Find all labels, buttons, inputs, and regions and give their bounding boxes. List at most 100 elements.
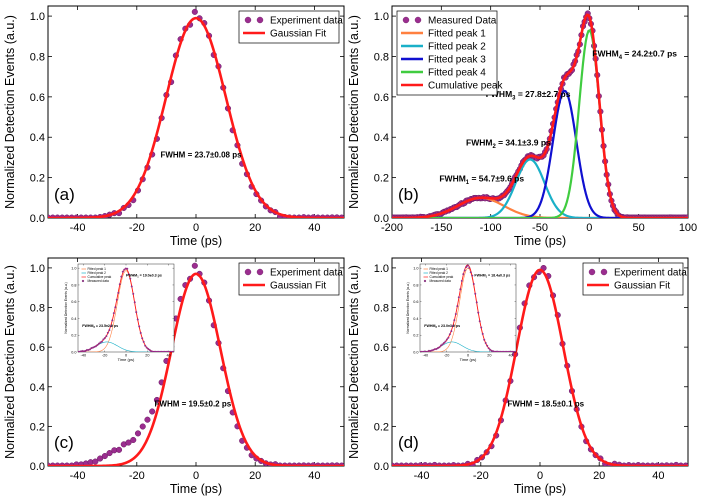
y-tick-label: 0.4 xyxy=(30,132,45,144)
series-line-gaussian-fit xyxy=(392,268,688,466)
data-point xyxy=(101,453,108,460)
x-tick-label: 20 xyxy=(593,470,605,482)
y-axis-label: Normalized Detection Events (a.u.) xyxy=(406,282,410,333)
data-point xyxy=(456,305,459,308)
legend-entry: Experiment data xyxy=(614,268,687,279)
data-point xyxy=(453,319,456,322)
data-point xyxy=(460,279,463,282)
data-point xyxy=(472,283,475,285)
panel-label: (d) xyxy=(398,433,419,452)
data-point xyxy=(130,285,133,288)
chart-panel-1: -40 -20 0 20 40 0.0 0.2 0.4 0.6 0.8 1.0 Time (ps) No… xyxy=(3,5,345,248)
y-tick-label: 0.8 xyxy=(374,51,389,63)
y-tick-label: 0.2 xyxy=(374,173,389,185)
legend-entry: Gaussian Fit xyxy=(270,281,326,292)
fwhm-annotation: FWHM1 = 54.7±9.6 ps xyxy=(439,174,524,187)
data-point xyxy=(106,450,113,457)
x-tick-label: 0 xyxy=(193,222,199,234)
data-point xyxy=(123,268,126,271)
x-axis-label: Time (ps) xyxy=(460,357,477,362)
data-point xyxy=(444,340,447,343)
data-point xyxy=(463,269,466,272)
data-point xyxy=(465,266,468,269)
data-point xyxy=(117,291,120,294)
data-point xyxy=(481,332,484,335)
y-tick-label: 0.0 xyxy=(374,213,389,225)
x-tick-label: 40 xyxy=(308,470,320,482)
y-tick-label: 0.4 xyxy=(374,132,389,144)
y-tick-label: 1.0 xyxy=(30,11,45,23)
legend-box xyxy=(396,10,498,96)
data-point xyxy=(96,344,99,347)
data-point xyxy=(191,8,198,15)
series-layer xyxy=(420,264,516,352)
legend-entry: Measured Data xyxy=(428,16,497,27)
x-tick-label: -40 xyxy=(414,470,430,482)
legend-marker xyxy=(588,268,596,276)
fwhm-value: = 24.2±0.7 ps xyxy=(622,48,677,58)
x-tick-label: -20 xyxy=(473,470,489,482)
y-tick-label: 1.0 xyxy=(30,263,45,275)
data-point xyxy=(468,266,471,269)
data-point xyxy=(438,346,441,349)
fwhm-label: FWHM xyxy=(424,324,435,328)
fwhm-label: FWHM xyxy=(592,48,618,58)
data-point xyxy=(489,348,492,351)
y-tick-label: 0.6 xyxy=(71,300,76,304)
fwhm-annotation: FWHM3 = 27.8±2.7 ps xyxy=(486,89,571,102)
x-tick-label: -40 xyxy=(70,222,86,234)
data-point xyxy=(126,267,129,270)
y-tick-label: 1.0 xyxy=(374,11,389,23)
x-tick-label: 0 xyxy=(586,222,592,234)
fwhm-value: = 34.1±3.9 ps xyxy=(496,137,551,147)
fwhm-value: = 23.5±2.9 ps xyxy=(95,324,118,328)
legend-entry: Cumulative peak xyxy=(88,275,112,279)
series-line-gaussian-fit xyxy=(48,16,344,218)
panel-label: (a) xyxy=(54,185,75,204)
data-point xyxy=(139,331,142,334)
y-axis-label: Normalized Detection Events (a.u.) xyxy=(347,15,361,209)
x-tick-label: -100 xyxy=(480,222,502,234)
x-tick-label: 40 xyxy=(652,470,664,482)
y-tick-label: 0.0 xyxy=(30,213,45,225)
legend-entry: Fitted peak 2 xyxy=(430,271,449,275)
fwhm-subscript: 2 xyxy=(435,326,437,329)
legend-marker xyxy=(414,16,422,24)
data-point xyxy=(88,348,91,351)
fwhm-subscript: 2 xyxy=(492,144,496,150)
fwhm-label: FWHM xyxy=(474,274,485,278)
y-axis-label: Normalized Detection Events (a.u.) xyxy=(3,265,17,459)
data-point xyxy=(139,423,146,430)
fwhm-annotation: FWHM2 = 23.5±2.9 ps xyxy=(82,324,118,329)
data-point xyxy=(487,347,490,350)
x-tick-label: 20 xyxy=(145,354,149,358)
data-point xyxy=(436,347,439,350)
fwhm-value: = 23.0±3.9 ps xyxy=(437,324,460,328)
y-tick-label: 0.4 xyxy=(30,382,45,394)
data-point xyxy=(144,344,147,347)
data-point xyxy=(477,311,480,314)
x-tick-label: 40 xyxy=(167,354,171,358)
data-point xyxy=(105,335,108,338)
y-tick-label: 1.0 xyxy=(413,266,418,270)
data-point xyxy=(134,430,142,437)
legend-entry: Fitted peak 1 xyxy=(430,267,449,271)
fwhm-value: = 54.7±9.6 ps xyxy=(469,174,524,184)
data-point xyxy=(115,446,123,453)
y-tick-label: 0.6 xyxy=(374,342,389,354)
panel-label: (b) xyxy=(398,185,419,204)
legend-entry: Experiment data xyxy=(270,16,343,27)
x-tick-label: 0 xyxy=(467,354,469,358)
y-tick-label: 0.2 xyxy=(71,334,76,338)
legend-marker xyxy=(256,16,264,24)
data-point xyxy=(435,348,438,351)
data-point xyxy=(471,274,474,277)
data-point xyxy=(426,350,429,352)
legend-entry: Measured data xyxy=(430,279,451,283)
data-point xyxy=(483,338,486,341)
data-point xyxy=(136,318,139,321)
data-point xyxy=(94,345,97,348)
data-point xyxy=(112,312,115,315)
